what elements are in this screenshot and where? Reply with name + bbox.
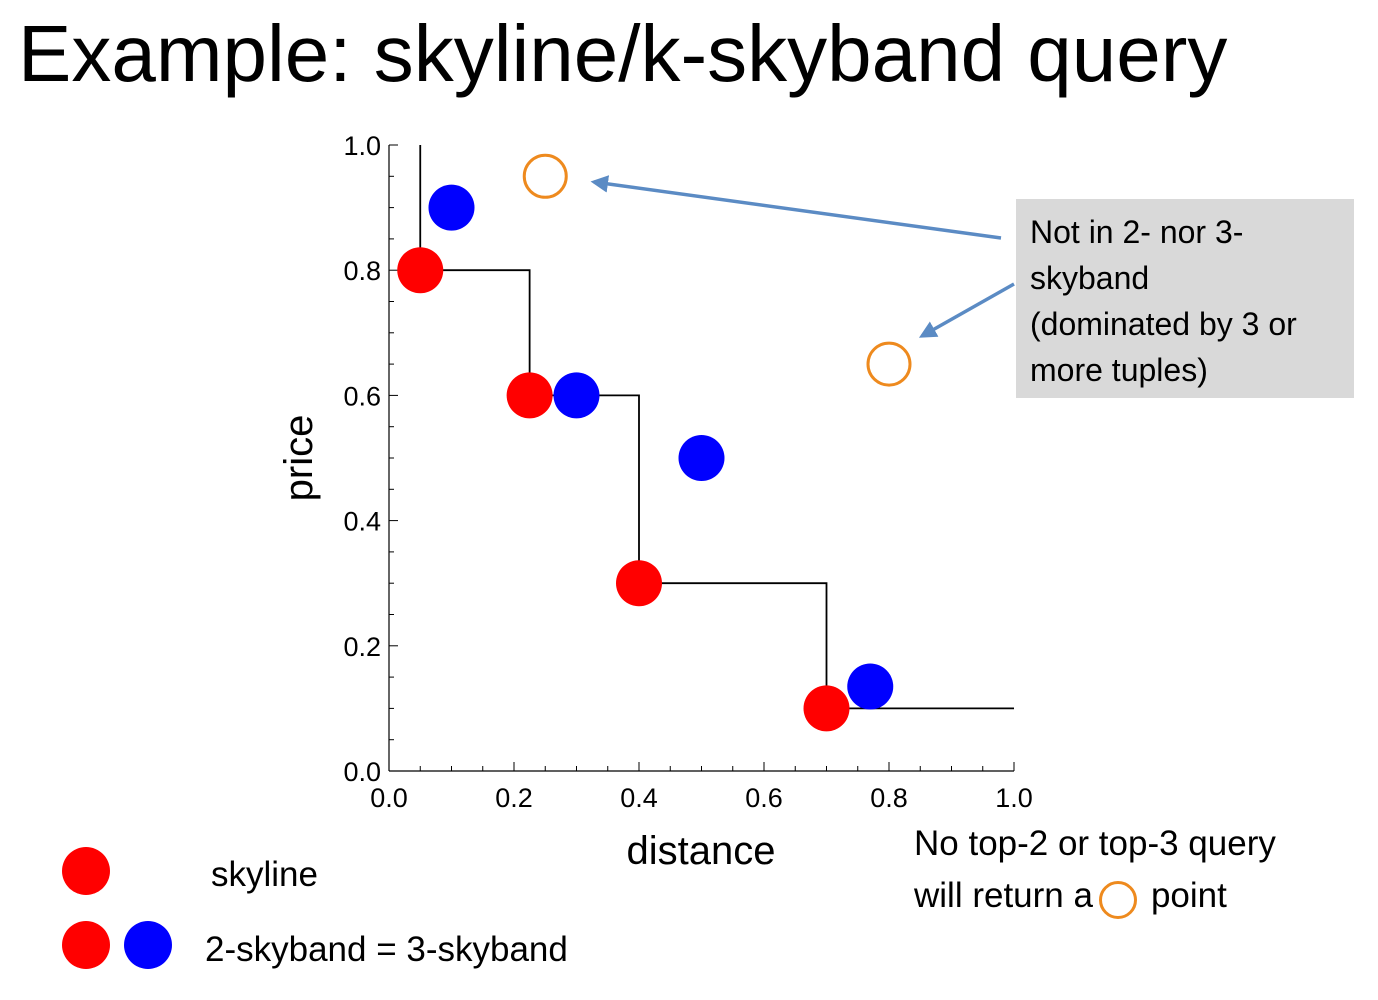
x-tick-label: 0.0	[370, 783, 408, 813]
y-axis-label: price	[277, 415, 321, 502]
page-title: Example: skyline/k-skyband query	[18, 9, 1228, 98]
skyline-point	[506, 372, 553, 419]
arrow-to-top-point	[590, 175, 1002, 240]
dominated-point	[866, 341, 912, 387]
callout-box: Not in 2- nor 3- skyband (dominated by 3…	[1016, 199, 1354, 398]
callout-line: skyband	[1030, 260, 1150, 296]
legend-red-dot-icon	[62, 921, 110, 969]
skyline-point	[616, 560, 662, 607]
legend-skyline-label: skyline	[211, 855, 318, 894]
callout-arrows	[590, 175, 1015, 338]
legend-skyband-label: 2-skyband = 3-skyband	[205, 930, 568, 969]
orange-circle-icon	[1098, 881, 1137, 919]
skyband-point	[428, 184, 475, 231]
x-tick-label: 0.8	[870, 783, 908, 813]
skyband-point	[678, 435, 725, 481]
skyband-point	[847, 663, 894, 710]
y-tick-label: 0.4	[343, 507, 381, 537]
skyline-point	[803, 685, 850, 732]
legend-red-dot-icon	[62, 847, 110, 895]
x-tick-label: 0.4	[620, 783, 658, 813]
dominated-point	[522, 153, 568, 199]
x-axis-label: distance	[627, 829, 776, 873]
legend-blue-dot-icon	[124, 921, 172, 969]
callout-line: Not in 2- nor 3-	[1030, 214, 1244, 250]
chart-points	[397, 153, 912, 732]
x-tick-label: 0.2	[495, 783, 533, 813]
y-tick-label: 0.8	[343, 256, 381, 286]
y-tick-label: 0.0	[343, 757, 381, 787]
note-line-1: No top-2 or top-3 query	[914, 824, 1276, 863]
x-tick-label: 0.6	[745, 783, 783, 813]
skyline-step-path	[419, 145, 1014, 710]
skyband-point	[553, 372, 600, 419]
y-tick-label: 0.2	[343, 632, 381, 662]
arrow-to-right-point	[918, 282, 1015, 338]
y-tick-label: 0.6	[343, 381, 381, 411]
note-text: No top-2 or top-3 query will return a poi…	[914, 818, 1276, 922]
note-line-2: will return a point	[914, 870, 1276, 922]
callout-line: (dominated by 3 or	[1030, 306, 1297, 342]
chart-axes: 0.0 0.2 0.4 0.6 0.8 1.0 0.0 0.2 0.4 0.6 0.8 1.0	[343, 131, 1032, 813]
skyline-step-line	[419, 145, 1014, 710]
x-tick-label: 1.0	[995, 783, 1033, 813]
callout-line: more tuples)	[1030, 352, 1208, 388]
skyline-point	[397, 247, 444, 294]
note-line-2-before: will return a	[914, 876, 1093, 915]
note-line-2-after: point	[1150, 876, 1227, 915]
y-tick-label: 1.0	[343, 131, 381, 161]
